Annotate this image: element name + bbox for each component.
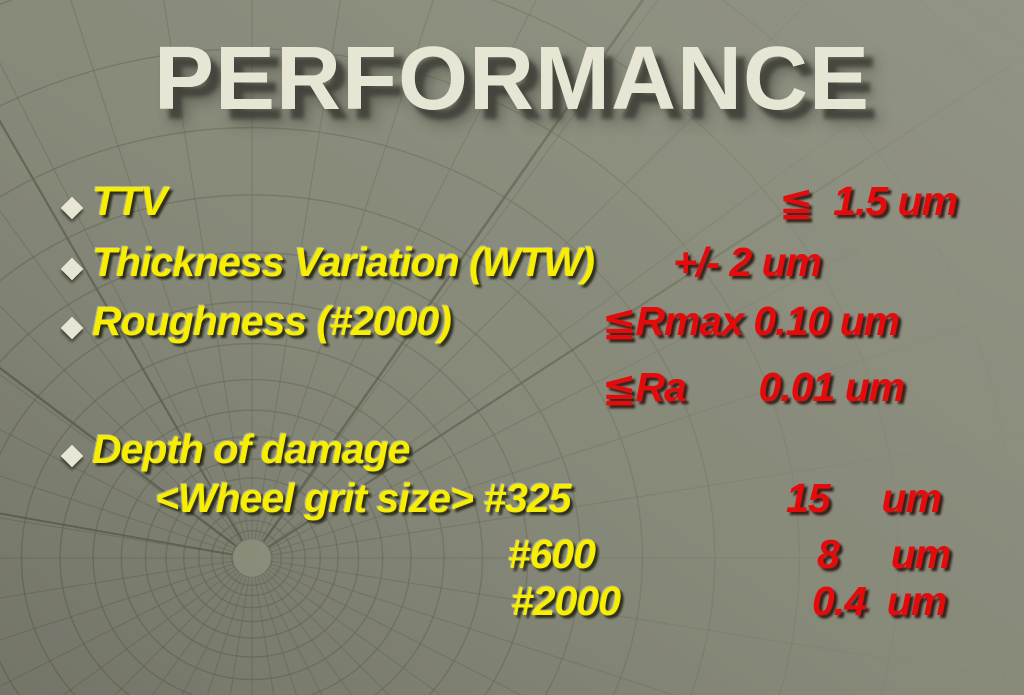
label-grit-600: #600 (507, 531, 596, 577)
label-wheel-grit-size-325: <Wheel grit size> #325 (155, 475, 572, 521)
value-grit-2000: 0.4 um (812, 578, 947, 624)
value-grit-600: 8 um (817, 531, 951, 577)
value-thickness-variation: +/- 2 um (673, 239, 822, 285)
label-grit-2000: #2000 (510, 578, 621, 624)
label-ttv: TTV (92, 178, 167, 224)
value-ra: ≦Ra 0.01 um (602, 364, 905, 410)
value-rmax: ≦Rmax 0.10 um (602, 298, 900, 344)
label-depth-of-damage: Depth of damage (92, 426, 411, 472)
value-ttv: ≦ 1.5 um (779, 178, 958, 224)
value-grit-325: 15 um (786, 475, 942, 521)
label-thickness-variation: Thickness Variation (WTW) (92, 239, 595, 285)
label-roughness: Roughness (#2000) (92, 298, 452, 344)
slide-title: PERFORMANCE (153, 29, 870, 129)
